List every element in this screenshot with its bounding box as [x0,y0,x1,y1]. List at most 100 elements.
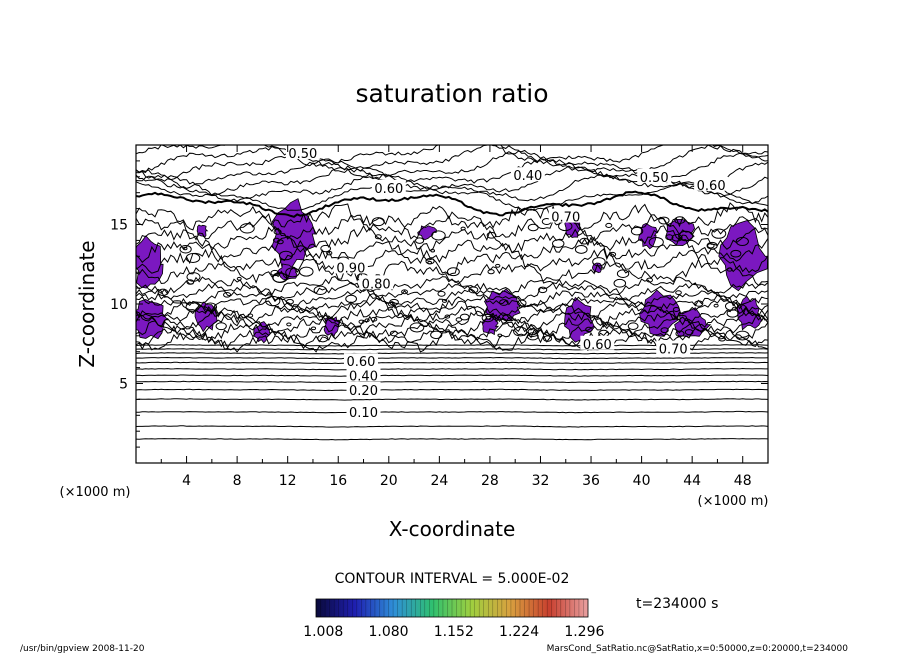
contour-line [136,145,768,174]
supersaturated-patch [136,298,169,340]
contour-cell [660,327,669,334]
contour-cell [215,322,227,331]
contour-label-bg [346,404,381,419]
contour-label-bg [346,381,381,396]
y-axis-ticks: 5 10 15 [110,160,768,448]
contour-label-bg [694,176,729,191]
contour-cell [444,314,451,319]
contour-cell [430,249,436,253]
contour-cell [425,257,435,265]
contour-cell [735,330,750,341]
contour-cell [513,326,528,337]
contour-cell [358,319,365,324]
colorbar-tick-labels: 1.008 1.080 1.152 1.224 1.296 [303,624,604,640]
contour-label: 0.60 [374,182,403,197]
contour-cell [286,322,292,327]
contour-cell [320,244,331,253]
x-tick-label: 8 [233,473,242,489]
contour-cell [672,306,680,312]
x-tick-label: 24 [430,473,448,489]
contour-cell [285,298,294,305]
contour-line [136,380,768,384]
contour-label: 0.90 [336,261,365,276]
colorbar-stripes [320,599,584,617]
contour-label-bg [285,145,320,159]
contour-cell [605,222,613,228]
contour-cell [711,228,727,239]
footer-right: MarsCond_SatRatio.nc@SatRatio,x=0:50000,… [547,644,849,654]
contour-cell [273,229,282,235]
contour-cell [430,330,443,340]
contour-line [136,374,768,377]
contour-cell [735,236,749,247]
x-tick-label: 12 [279,473,297,489]
contour-cell [574,245,588,254]
contour-cell [648,236,664,248]
contour-label: 0.60 [347,355,376,370]
contour-line [136,312,768,337]
x-axis-ticks: 4 8 12 16 20 24 28 32 36 40 44 48 [160,145,752,489]
contour-cell [446,267,460,277]
contour-cell [401,289,408,295]
contour-cell [658,216,670,225]
contour-cell [627,322,639,330]
contour-label-bg [346,367,381,382]
contour-cell [527,223,539,232]
contour-cell [415,237,425,244]
contour-cell [665,234,674,241]
contour-line [136,247,768,276]
contour-cell [370,316,378,322]
contour-cell [299,266,314,277]
y-tick-label: 10 [110,297,128,313]
contour-lines [136,145,768,441]
contour-line [136,235,768,264]
contour-cell [313,285,328,295]
contour-line [136,320,768,344]
contour-cell [674,216,686,224]
contour-cell [675,290,682,295]
contour-cell [526,332,539,341]
contour-cell [684,329,694,336]
contour-cell [694,300,704,307]
contour-label-bg [371,179,406,194]
chart-title: saturation ratio [355,79,548,108]
contour-cell [345,294,357,303]
contour-cell [185,302,200,312]
contour-label-bg [637,168,672,183]
contour-line [136,410,768,414]
contour-cell [265,295,281,307]
x-tick-label: 48 [734,473,752,489]
contour-cell [613,278,627,288]
contour-label-bg [333,259,368,274]
contour-cell [585,326,593,333]
contour-cell [459,313,470,321]
contour-line [136,293,768,315]
contour-cell [185,253,201,264]
contour-cell [726,309,739,318]
contour-cell [186,279,195,285]
contour-cell [364,318,370,323]
contour-cell [517,299,527,307]
contour-line [136,225,768,254]
contour-line [136,190,768,218]
contour-label: 0.50 [640,171,669,186]
contour-label: 0.50 [288,147,317,162]
contour-cell [542,335,553,342]
footer-left: /usr/bin/gpview 2008-11-20 [20,644,145,654]
x-tick-label: 20 [380,473,398,489]
contour-cell [707,243,715,249]
contour-cell [718,335,726,342]
contour-line [136,202,768,231]
contour-line [136,281,768,302]
x-tick-label: 32 [532,473,550,489]
contour-line [136,258,768,287]
contour-cell [437,290,446,297]
colorbar-tick-label: 1.296 [564,624,604,640]
contour-cell [579,237,590,245]
contour-label-bg [548,208,583,223]
contour-line [136,361,768,365]
contour-label-bg [656,340,691,355]
contour-cell [460,226,466,231]
contour-cell [272,237,280,243]
